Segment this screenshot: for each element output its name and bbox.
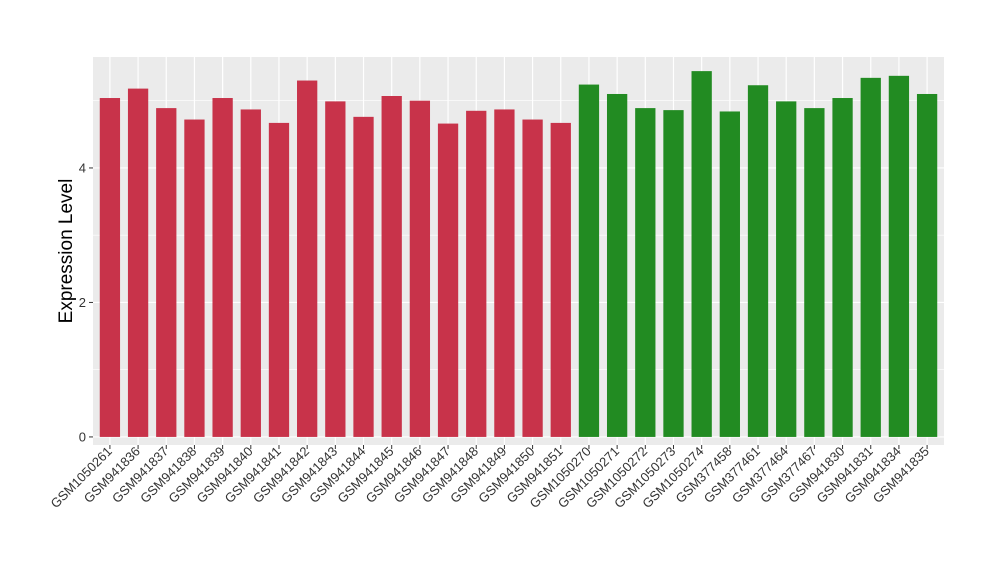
- bar-GSM1050261: [99, 98, 121, 437]
- y-axis-title: Expression Level: [56, 179, 77, 324]
- bar-GSM941840: [240, 109, 261, 437]
- bar-GSM941844: [353, 116, 374, 437]
- bar-GSM941847: [437, 123, 459, 437]
- bar-GSM941843: [325, 101, 346, 437]
- bar-GSM1050274: [691, 71, 712, 437]
- bar-GSM941830: [832, 98, 853, 437]
- bar-GSM941849: [494, 109, 515, 437]
- bar-GSM941845: [381, 96, 402, 437]
- bar-GSM941837: [156, 108, 177, 437]
- bar-GSM941842: [297, 80, 318, 437]
- bar-GSM941848: [466, 110, 487, 437]
- bar-GSM377461: [747, 85, 769, 437]
- bar-GSM941831: [860, 77, 881, 437]
- bar-GSM377467: [804, 108, 825, 437]
- bar-GSM941850: [522, 119, 543, 437]
- bar-GSM377458: [719, 111, 740, 437]
- bar-GSM941841: [268, 122, 290, 437]
- y-axis: 0 2 4: [79, 160, 93, 444]
- bar-GSM941836: [127, 88, 149, 437]
- bar-GSM941838: [184, 119, 205, 437]
- bar-GSM941846: [409, 100, 431, 437]
- bar-GSM941851: [550, 122, 571, 437]
- y-tick-label: 0: [79, 429, 86, 444]
- bar-GSM1050273: [663, 110, 684, 437]
- bar-GSM941835: [916, 93, 938, 437]
- bar-GSM1050270: [578, 84, 600, 437]
- x-axis: GSM1050261GSM941836GSM941837GSM941838GSM…: [48, 444, 933, 511]
- y-tick-label: 2: [79, 295, 86, 310]
- bar-GSM941839: [212, 98, 233, 437]
- plot-panel: [93, 57, 944, 445]
- y-tick-label: 4: [79, 160, 86, 175]
- bar-GSM377464: [776, 101, 797, 437]
- bars: [99, 71, 938, 437]
- bar-GSM1050271: [606, 93, 628, 437]
- bar-GSM1050272: [635, 108, 656, 437]
- bar-GSM941834: [888, 75, 910, 437]
